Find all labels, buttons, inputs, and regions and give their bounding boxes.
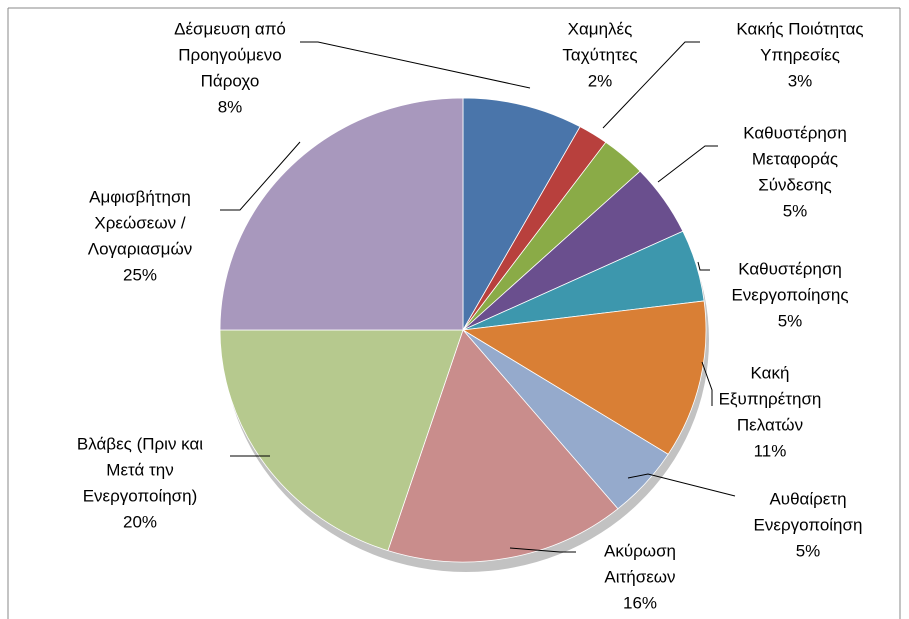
value-label: 8%	[218, 97, 243, 116]
pie-slice	[462, 97, 581, 332]
slice-label: Ενεργοποίηση)	[83, 486, 198, 505]
value-label: 16%	[623, 593, 657, 612]
slice-label: Χρεώσεων /	[94, 213, 185, 232]
leader-line	[602, 41, 700, 129]
leader-line	[627, 473, 736, 497]
slice-label: Σύνδεσης	[758, 175, 832, 194]
value-label: 5%	[796, 541, 821, 560]
slice-label: Κακής Ποιότητας	[736, 19, 863, 38]
slice-label: Αιτήσεων	[604, 567, 675, 586]
value-label: 5%	[783, 201, 808, 220]
pie-slice	[387, 329, 619, 563]
slice-label: Υπηρεσίες	[760, 45, 840, 64]
slice-label: Ταχύτητες	[562, 45, 637, 64]
slice-label: Πάροχο	[201, 71, 260, 90]
pie-slice	[461, 300, 707, 455]
slice-label: Ενεργοποίησης	[731, 285, 848, 304]
pie-slice	[219, 97, 464, 331]
leader-line	[220, 141, 301, 211]
slice-label: Εξυπηρέτηση	[719, 389, 822, 408]
slice-label: Μεταφοράς	[752, 149, 838, 168]
slice-label: Ενεργοποίηση	[754, 515, 863, 534]
slice-label: Αμφισβήτηση	[89, 187, 191, 206]
slice-label: Κακή	[751, 363, 790, 382]
pie-slice	[219, 329, 464, 552]
value-label: 3%	[788, 71, 813, 90]
slice-label: Λογαριασμών	[88, 239, 192, 258]
value-label: 5%	[778, 311, 803, 330]
value-label: 2%	[588, 71, 613, 90]
slice-label: Ακύρωση	[604, 541, 676, 560]
leader-line	[509, 547, 576, 553]
value-label: 25%	[123, 265, 157, 284]
slice-label: Καθυστέρηση	[743, 123, 847, 142]
slice-label: Καθυστέρηση	[738, 259, 842, 278]
leader-line	[300, 41, 531, 89]
leader-line	[697, 261, 710, 271]
value-label: 11%	[754, 441, 787, 460]
slice-label: Προηγούμενο	[178, 45, 281, 64]
slice-label: Χαμηλές	[568, 19, 633, 38]
slice-label: Μετά την	[106, 460, 173, 479]
leader-line	[701, 361, 713, 406]
slice-label: Βλάβες (Πριν και	[77, 434, 203, 453]
slice-label: Αυθαίρετη	[769, 489, 846, 508]
slice-label: Δέσμευση από	[174, 19, 286, 38]
slice-label: Πελατών	[737, 415, 803, 434]
value-label: 20%	[123, 512, 157, 531]
leader-line	[657, 145, 718, 183]
